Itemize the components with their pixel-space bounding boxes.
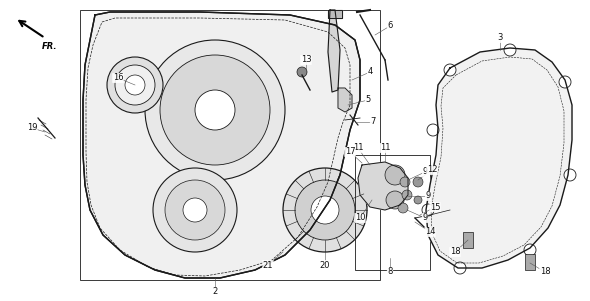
- Circle shape: [398, 203, 408, 213]
- Circle shape: [125, 75, 145, 95]
- Circle shape: [422, 204, 434, 216]
- Circle shape: [414, 196, 422, 204]
- Polygon shape: [83, 12, 360, 278]
- Text: 18: 18: [540, 268, 550, 277]
- Circle shape: [295, 180, 355, 240]
- Text: 15: 15: [430, 203, 440, 212]
- Circle shape: [564, 169, 576, 181]
- Text: 8: 8: [387, 268, 393, 277]
- Circle shape: [400, 177, 410, 187]
- Text: 16: 16: [113, 73, 123, 82]
- Polygon shape: [358, 162, 408, 210]
- Circle shape: [385, 165, 405, 185]
- Polygon shape: [328, 10, 340, 92]
- Text: 4: 4: [368, 67, 373, 76]
- Circle shape: [504, 44, 516, 56]
- Circle shape: [524, 244, 536, 256]
- Circle shape: [160, 55, 270, 165]
- Circle shape: [559, 76, 571, 88]
- Circle shape: [386, 191, 404, 209]
- Circle shape: [427, 124, 439, 136]
- Bar: [525, 254, 535, 270]
- Text: 18: 18: [450, 247, 460, 256]
- Circle shape: [153, 168, 237, 252]
- Circle shape: [413, 177, 423, 187]
- Circle shape: [145, 40, 285, 180]
- Text: 9: 9: [425, 191, 431, 200]
- Circle shape: [444, 64, 456, 76]
- Text: 20: 20: [320, 260, 330, 269]
- Polygon shape: [338, 88, 352, 112]
- Circle shape: [402, 190, 412, 200]
- Circle shape: [195, 90, 235, 130]
- Circle shape: [107, 57, 163, 113]
- Text: 17: 17: [345, 147, 355, 157]
- Text: 11: 11: [353, 144, 363, 153]
- Text: 12: 12: [427, 166, 437, 175]
- Text: 6: 6: [387, 21, 393, 30]
- Text: 19: 19: [27, 123, 37, 132]
- Text: 9: 9: [422, 213, 428, 222]
- Text: 13: 13: [301, 55, 312, 64]
- Text: 2: 2: [212, 287, 218, 296]
- Text: 14: 14: [425, 228, 435, 237]
- Text: 3: 3: [497, 33, 503, 42]
- Circle shape: [311, 196, 339, 224]
- Circle shape: [454, 262, 466, 274]
- Circle shape: [115, 65, 155, 105]
- Bar: [80, 10, 380, 280]
- Text: 10: 10: [355, 213, 365, 222]
- Text: 7: 7: [371, 117, 376, 126]
- Text: 11: 11: [380, 144, 390, 153]
- Circle shape: [297, 67, 307, 77]
- Circle shape: [283, 168, 367, 252]
- Text: FR.: FR.: [42, 42, 57, 51]
- Circle shape: [183, 198, 207, 222]
- Circle shape: [165, 180, 225, 240]
- Bar: [463, 232, 473, 248]
- Polygon shape: [328, 10, 342, 18]
- Bar: [355, 155, 430, 270]
- Text: 5: 5: [365, 95, 371, 104]
- Text: 21: 21: [263, 260, 273, 269]
- Polygon shape: [426, 48, 572, 268]
- Text: 9: 9: [422, 167, 428, 176]
